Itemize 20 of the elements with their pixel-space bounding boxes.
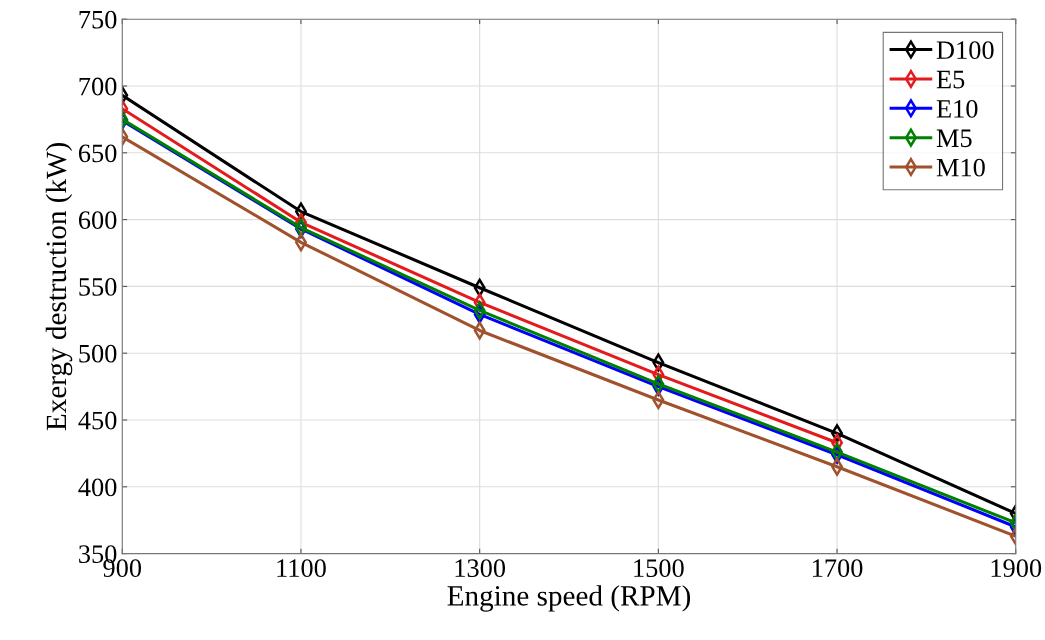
legend-label: D100	[936, 41, 994, 60]
legend-label: E5	[936, 70, 965, 89]
x-tick-label: 1300	[455, 559, 506, 578]
y-tick-label: 500	[79, 344, 117, 363]
x-tick-label: 1500	[634, 559, 684, 578]
x-tick-label: 1100	[277, 559, 326, 578]
x-tick-label: 1700	[812, 559, 863, 578]
y-tick-label: 650	[78, 144, 117, 163]
legend-label: M5	[936, 129, 972, 148]
y-tick-label: 750	[79, 10, 117, 29]
y-tick-label: 600	[78, 211, 117, 230]
legend-label: M10	[936, 158, 985, 177]
legend-label: E10	[936, 99, 978, 118]
y-axis-title: Exergy destruction (kW)	[45, 142, 73, 431]
y-tick-label: 450	[78, 411, 117, 430]
x-tick-label: 1900	[991, 559, 1042, 578]
y-tick-label: 400	[78, 478, 117, 497]
x-axis-title: Engine speed (RPM)	[447, 585, 691, 612]
y-tick-label: 550	[79, 278, 117, 296]
y-tick-label: 700	[79, 77, 117, 96]
